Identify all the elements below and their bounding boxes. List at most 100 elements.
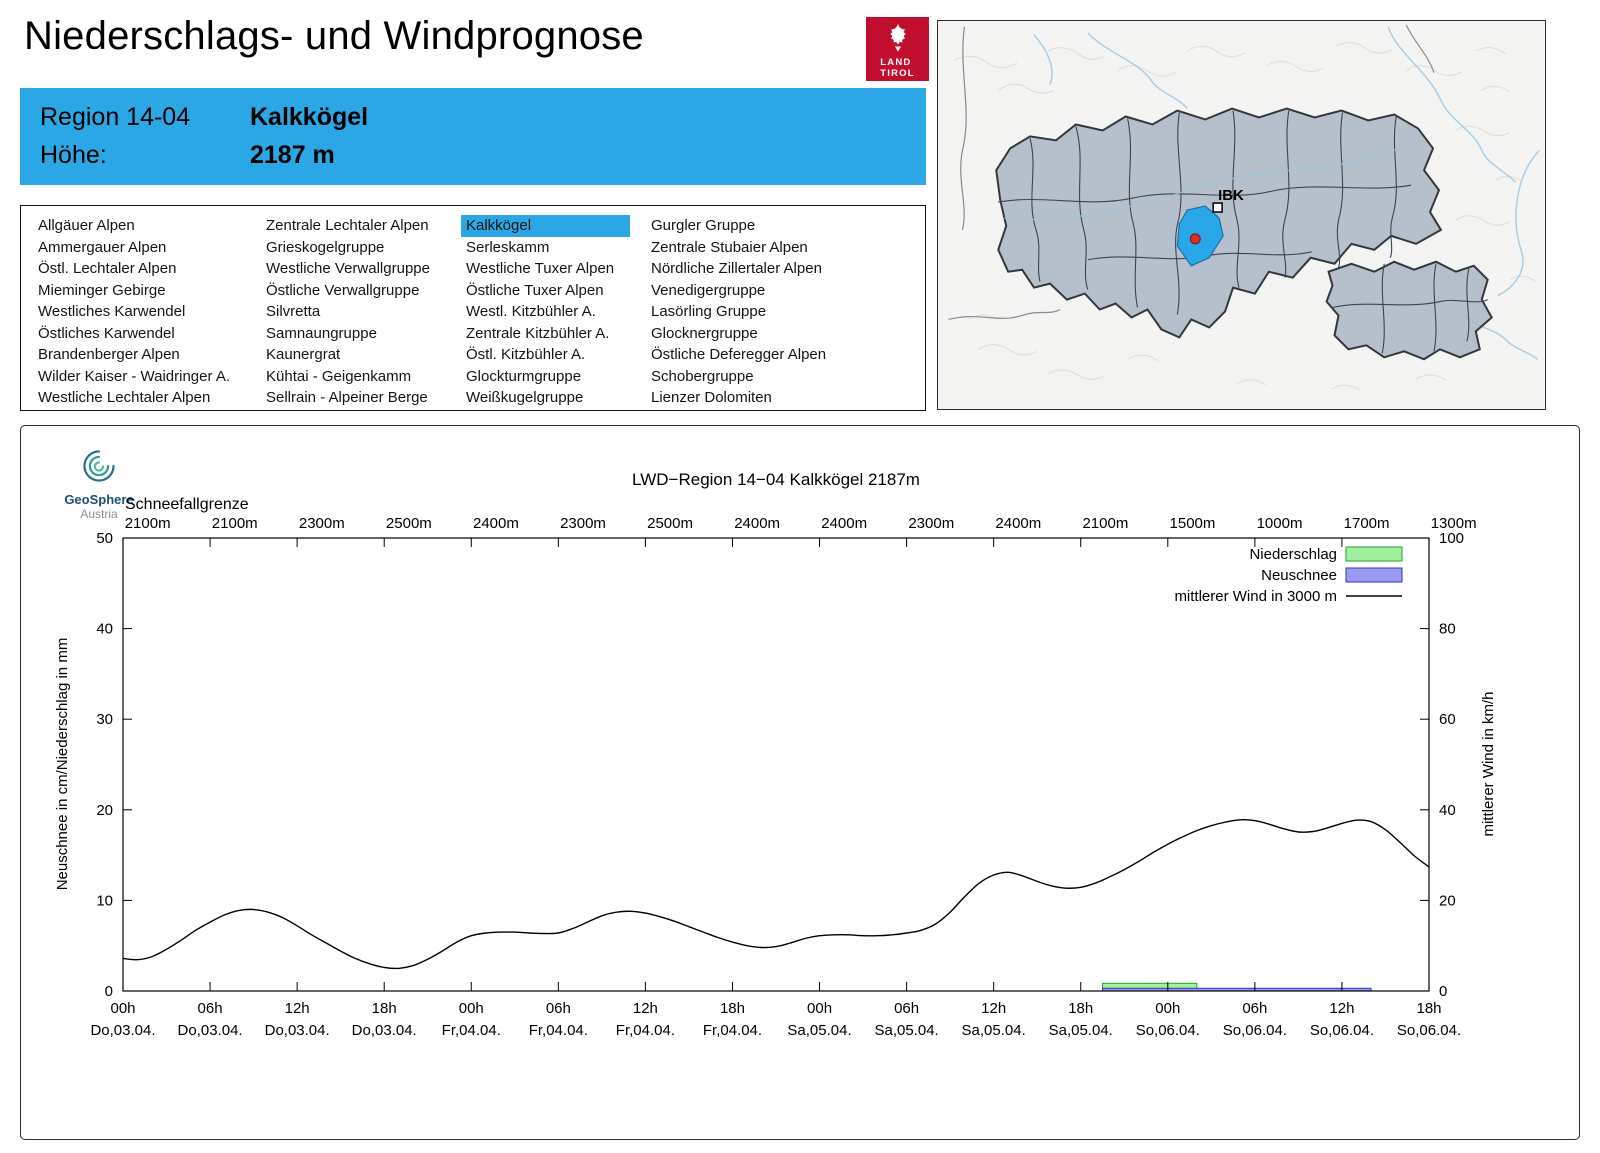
region-list-item[interactable]: Östliche Deferegger Alpen [651, 346, 827, 363]
region-list-item[interactable]: Wilder Kaiser - Waidringer A. [38, 367, 230, 385]
x-tick-date: So,06.04. [1136, 1022, 1200, 1039]
x-tick-date: Do,03.04. [178, 1022, 243, 1039]
region-list-item[interactable]: Westliches Karwendel [38, 303, 186, 320]
x-tick-date: Fr,04.04. [616, 1022, 675, 1039]
region-list-item[interactable]: Samnaungruppe [266, 324, 377, 342]
region-list-item[interactable]: Kaunergrat [266, 346, 341, 363]
region-list-item[interactable]: Venedigergruppe [651, 281, 766, 299]
map-region-east-tirol[interactable] [1325, 260, 1493, 361]
snowline-value: 2500m [647, 515, 693, 532]
region-list-item[interactable]: Kühtai - Geigenkamm [266, 367, 412, 385]
x-tick-date: Fr,04.04. [442, 1022, 501, 1039]
region-list-item[interactable]: Allgäuer Alpen [38, 217, 135, 234]
land-tirol-logo-text: LAND TIROL [880, 57, 915, 79]
region-list-item[interactable]: Westliche Tuxer Alpen [466, 260, 615, 277]
snowline-value: 2100m [212, 515, 258, 532]
x-tick-date: Do,03.04. [90, 1022, 155, 1039]
region-list-item[interactable]: Zentrale Lechtaler Alpen [266, 217, 429, 234]
altitude-value: 2187 m [250, 140, 335, 169]
region-name: Kalkkögel [250, 102, 369, 131]
region-list-item[interactable]: Östl. Lechtaler Alpen [38, 260, 177, 277]
region-list-item[interactable]: Zentrale Kitzbühler A. [466, 324, 610, 342]
region-list-column: Zentrale Lechtaler Alpen Grieskogelgruppe… [261, 215, 436, 409]
y-tick-label-right: 80 [1439, 621, 1456, 638]
region-boundaries [998, 110, 1412, 315]
x-tick-hour: 18h [1068, 1000, 1093, 1017]
legend-label: Neuschnee [1261, 567, 1337, 584]
snowline-value: 1500m [1170, 515, 1216, 532]
y-tick-label-left: 30 [96, 711, 113, 728]
ibk-label: IBK [1218, 187, 1244, 204]
x-tick-hour: 06h [894, 1000, 919, 1017]
snowline-value: 2400m [734, 515, 780, 532]
selected-region-shape[interactable] [1176, 205, 1224, 267]
y-tick-label-right: 100 [1439, 530, 1464, 547]
snowline-value: 2400m [821, 515, 867, 532]
x-tick-hour: 00h [459, 1000, 484, 1017]
geosphere-logo: GeoSphere Austria [53, 446, 145, 521]
altitude-label: Höhe: [40, 140, 107, 169]
x-tick-hour: 00h [110, 1000, 135, 1017]
region-list-item[interactable]: Mieminger Gebirge [38, 281, 166, 299]
chart-title: LWD−Region 14−04 Kalkkögel 2187m [632, 470, 920, 489]
legend-swatch [1345, 546, 1403, 562]
terrain-texture [953, 42, 1536, 391]
region-list: Allgäuer Alpen Ammergauer Alpen Östl. Lech… [20, 205, 926, 411]
region-list-item-selected[interactable]: Kalkkögel [461, 215, 630, 237]
region-list-item[interactable]: Glockturmgruppe [466, 367, 582, 385]
chart-canvas: LWD−Region 14−04 Kalkkögel 2187m Schneef… [54, 470, 1497, 1039]
region-list-item[interactable]: Östl. Kitzbühler A. [466, 346, 586, 363]
snowline-value: 2300m [299, 515, 345, 532]
region-list-item[interactable]: Nördliche Zillertaler Alpen [651, 260, 822, 277]
y-tick-label-left: 0 [105, 983, 113, 1000]
region-list-item[interactable]: Gurgler Gruppe [651, 217, 756, 234]
tirol-map[interactable]: IBK [937, 20, 1546, 410]
x-tick-date: So,06.04. [1310, 1022, 1374, 1039]
region-list-item[interactable]: Sellrain - Alpeiner Berge [266, 389, 428, 406]
east-tirol-outline[interactable] [1325, 260, 1493, 361]
region-list-item[interactable]: Westl. Kitzbühler A. [466, 303, 596, 320]
region-list-item[interactable]: Östliches Karwendel [38, 324, 175, 342]
x-tick-hour: 18h [1416, 1000, 1441, 1017]
region-list-item[interactable]: Lasörling Gruppe [651, 303, 767, 320]
region-list-item[interactable]: Schobergruppe [651, 367, 754, 385]
region-list-item[interactable]: Zentrale Stubaier Alpen [651, 238, 808, 256]
y-axis-label-right: mittlerer Wind in km/h [1480, 691, 1497, 836]
region-list-item[interactable]: Weißkugelgruppe [466, 389, 584, 406]
x-tick-hour: 12h [981, 1000, 1006, 1017]
x-tick-hour: 06h [198, 1000, 223, 1017]
x-tick-hour: 12h [633, 1000, 658, 1017]
region-list-item[interactable]: Ammergauer Alpen [38, 238, 167, 256]
region-list-item[interactable]: Östliche Tuxer Alpen [466, 281, 604, 299]
region-list-item[interactable]: Silvretta [266, 303, 321, 320]
region-list-item[interactable]: Westliche Lechtaler Alpen [38, 389, 211, 406]
y-tick-label-right: 20 [1439, 892, 1456, 909]
plot-frame [122, 537, 1430, 992]
region-list-item[interactable]: Brandenberger Alpen [38, 346, 180, 363]
neighbor-borders [948, 24, 1435, 321]
y-tick-label-left: 50 [96, 530, 113, 547]
region-list-column: Kalkkögel Serleskamm Westliche Tuxer Alpen… [461, 215, 630, 409]
region-list-item[interactable]: Glocknergruppe [651, 324, 758, 342]
region-list-item[interactable]: Östliche Verwallgruppe [266, 281, 420, 299]
x-tick-hour: 18h [720, 1000, 745, 1017]
region-list-item[interactable]: Westliche Verwallgruppe [266, 260, 430, 277]
tirol-eagle-icon [889, 23, 906, 52]
snowline-value: 2100m [125, 515, 171, 532]
snowline-label: Schneefallgrenze [125, 496, 249, 513]
region-info-box: Region 14-04 Kalkkögel Höhe: 2187 m [20, 88, 926, 185]
wind-line [122, 819, 1430, 970]
region-list-item[interactable]: Lienzer Dolomiten [651, 389, 772, 406]
y-tick-label-left: 40 [96, 621, 113, 638]
x-tick-date: So,06.04. [1223, 1022, 1287, 1039]
region-list-item[interactable]: Serleskamm [466, 238, 550, 256]
selected-region-marker [1189, 233, 1201, 245]
x-tick-date: Sa,05.04. [787, 1022, 851, 1039]
region-list-item[interactable]: Grieskogelgruppe [266, 238, 385, 256]
snowline-value: 2400m [995, 515, 1041, 532]
ibk-marker [1212, 202, 1223, 213]
river-lines [1033, 26, 1540, 360]
region-list-column: Gurgler Gruppe Zentrale Stubaier Alpen Nör… [646, 215, 832, 409]
inn-river [1004, 147, 1399, 221]
x-tick-hour: 18h [372, 1000, 397, 1017]
